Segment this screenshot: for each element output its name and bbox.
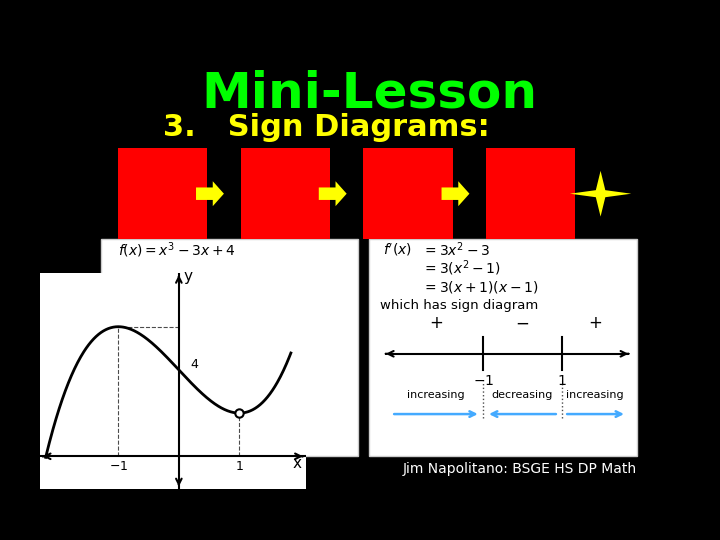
Polygon shape (319, 181, 347, 206)
Polygon shape (196, 181, 224, 206)
Polygon shape (570, 171, 631, 217)
Text: 3.   Sign Diagrams:: 3. Sign Diagrams: (163, 113, 490, 141)
FancyBboxPatch shape (364, 148, 453, 239)
Text: y: y (184, 269, 192, 285)
Text: $f'(x)$: $f'(x)$ (383, 242, 412, 258)
Text: $1$: $1$ (235, 460, 244, 474)
Text: $4$: $4$ (190, 357, 199, 371)
FancyBboxPatch shape (369, 239, 637, 456)
FancyBboxPatch shape (240, 148, 330, 239)
Text: $= 3(x+1)(x-1)$: $= 3(x+1)(x-1)$ (422, 279, 539, 295)
Text: increasing: increasing (566, 390, 624, 400)
Text: $1$: $1$ (557, 374, 567, 388)
Text: $f(x) = x^3 - 3x + 4$: $f(x) = x^3 - 3x + 4$ (118, 240, 235, 260)
Text: Mini-Lesson: Mini-Lesson (201, 70, 537, 118)
Text: which has sign diagram: which has sign diagram (380, 300, 539, 313)
Text: increasing: increasing (407, 390, 465, 400)
Polygon shape (441, 181, 469, 206)
Text: $= 3(x^2 - 1)$: $= 3(x^2 - 1)$ (422, 259, 501, 278)
FancyBboxPatch shape (101, 239, 358, 456)
Text: $+$: $+$ (588, 314, 602, 332)
FancyBboxPatch shape (118, 148, 207, 239)
Text: x: x (292, 456, 302, 471)
Text: $-1$: $-1$ (473, 374, 494, 388)
Text: $= 3x^2 - 3$: $= 3x^2 - 3$ (422, 240, 490, 259)
Text: Jim Napolitano: BSGE HS DP Math: Jim Napolitano: BSGE HS DP Math (402, 462, 637, 476)
Text: decreasing: decreasing (492, 390, 553, 400)
Text: $-1$: $-1$ (109, 460, 128, 474)
Text: $-$: $-$ (516, 314, 529, 332)
Text: $+$: $+$ (429, 314, 443, 332)
FancyBboxPatch shape (486, 148, 575, 239)
